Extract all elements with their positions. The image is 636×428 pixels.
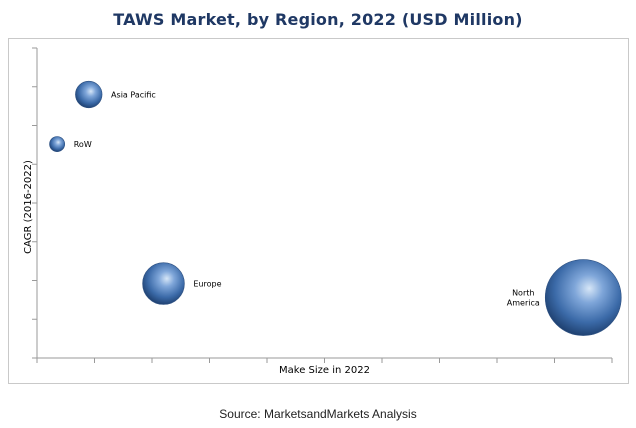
bubble-north-america — [544, 259, 622, 336]
bubble-row — [49, 136, 66, 152]
bubble-label-europe: Europe — [193, 280, 221, 289]
source-note: Source: MarketsandMarkets Analysis — [219, 407, 417, 421]
bubble-asia-pacific — [75, 80, 103, 109]
chart-title: TAWS Market, by Region, 2022 (USD Millio… — [113, 10, 523, 29]
bubble-label-row: RoW — [74, 140, 92, 149]
chart-panel — [8, 38, 629, 384]
y-axis-label: CAGR (2016-2022) — [23, 160, 34, 254]
x-axis-label: Make Size in 2022 — [279, 365, 370, 376]
bubble-label-asia-pacific: Asia Pacific — [111, 91, 156, 100]
bubble-europe — [142, 262, 185, 305]
bubble-label-north-america: North America — [507, 289, 540, 308]
